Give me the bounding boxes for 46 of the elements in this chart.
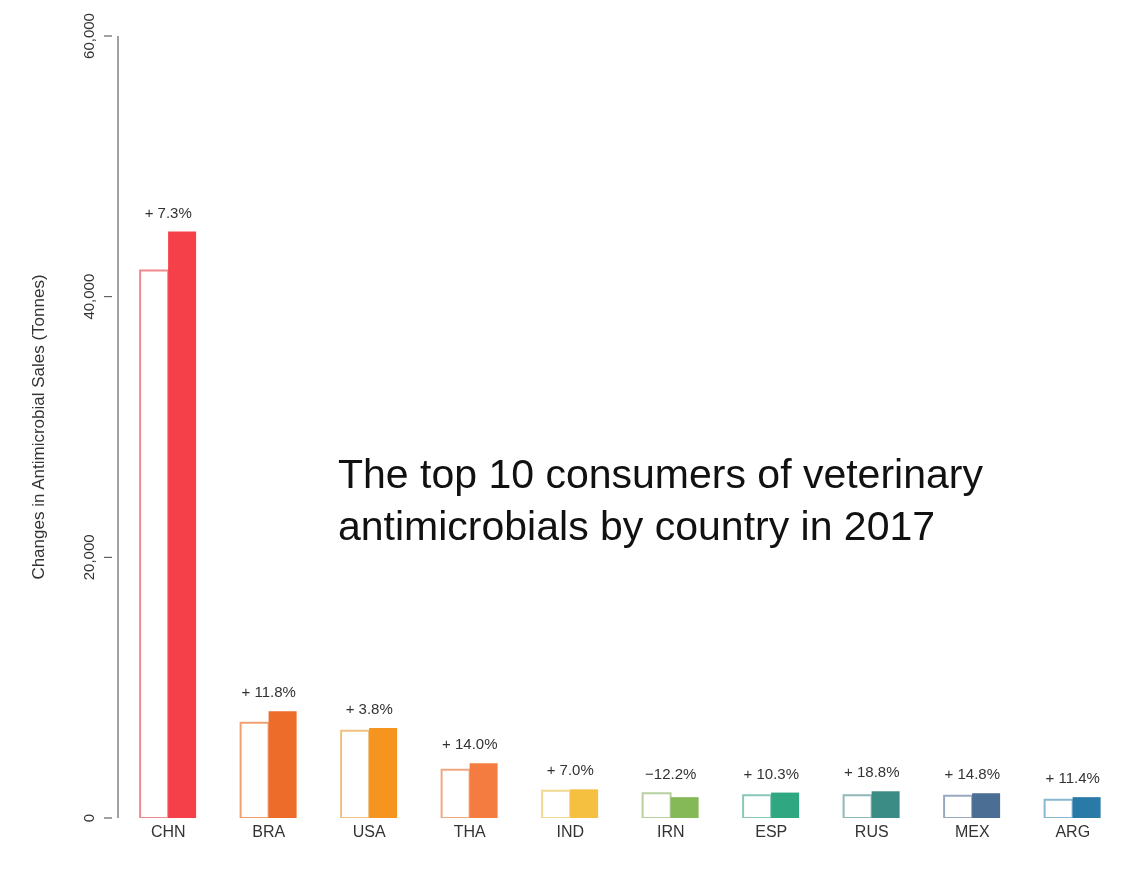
x-tick-label: BRA [252, 823, 286, 841]
y-tick-label: 60,000 [80, 13, 97, 59]
bar [742, 794, 773, 818]
bar [469, 763, 498, 818]
bar [972, 793, 1001, 818]
bar [168, 231, 197, 818]
annotation: + 7.0% [546, 761, 594, 779]
annotation: + 7.3% [144, 203, 192, 221]
bar [842, 794, 873, 818]
bar [440, 768, 471, 818]
bar [943, 794, 974, 818]
y-axis-title: Changes in Antimicrobial Sales (Tonnes) [29, 274, 49, 580]
bar [871, 791, 900, 818]
annotation: + 11.4% [1045, 769, 1100, 787]
bar [641, 792, 672, 818]
annotation: + 3.8% [345, 700, 393, 718]
y-tick-label: 40,000 [80, 273, 97, 320]
bar [670, 797, 699, 818]
bar [1072, 797, 1101, 818]
x-tick-label: RUS [854, 823, 889, 841]
bar [369, 728, 398, 818]
annotation: + 14.8% [944, 765, 1000, 783]
bar [570, 789, 599, 818]
annotation: + 18.8% [844, 763, 900, 781]
annotation: −12.2% [645, 765, 697, 783]
y-tick-label: 20,000 [80, 534, 97, 581]
x-tick-label: ARG [1055, 823, 1091, 841]
x-tick-label: USA [352, 823, 387, 841]
bar [541, 789, 572, 818]
bar [239, 721, 270, 818]
annotation: + 14.0% [442, 735, 498, 753]
x-tick-label: ESP [755, 823, 788, 841]
x-tick-label: THA [453, 823, 487, 841]
annotation: + 10.3% [743, 764, 799, 782]
y-tick-label: 0 [80, 813, 97, 823]
x-tick-label: CHN [150, 823, 186, 841]
annotation: The top 10 consumers of veterinary antimicrobials by country in 2017 [338, 450, 984, 551]
bar [139, 269, 170, 818]
bar [268, 711, 297, 818]
annotation: + 11.8% [241, 683, 296, 701]
x-tick-label: IND [556, 823, 585, 841]
x-tick-label: IRN [656, 823, 685, 841]
bar [771, 792, 800, 818]
bar [340, 729, 371, 818]
bar [1043, 798, 1074, 818]
x-tick-label: MEX [954, 823, 990, 841]
